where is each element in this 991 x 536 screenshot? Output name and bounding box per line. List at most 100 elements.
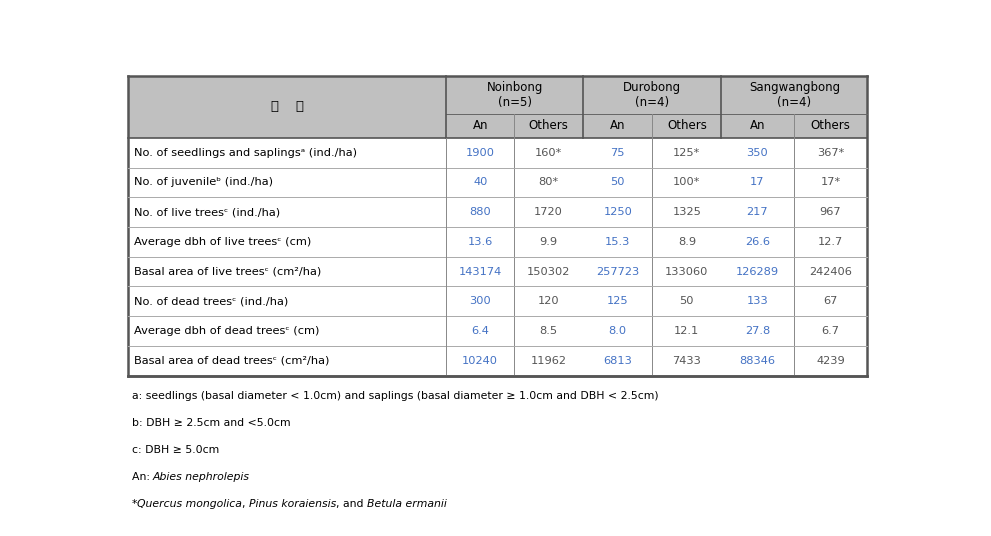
Text: 100*: 100*	[673, 177, 701, 188]
Text: Durobong
(n=4): Durobong (n=4)	[623, 81, 682, 109]
Bar	[128, 197, 446, 227]
Bar	[446, 316, 514, 346]
Text: Others: Others	[667, 120, 707, 132]
Text: Others: Others	[811, 120, 850, 132]
Text: 17: 17	[750, 177, 765, 188]
Text: No. of juvenileᵇ (ind./ha): No. of juvenileᵇ (ind./ha)	[134, 177, 273, 188]
Text: 10240: 10240	[462, 356, 498, 366]
Bar	[794, 257, 867, 286]
Bar	[583, 167, 652, 197]
Text: 8.0: 8.0	[608, 326, 626, 336]
Text: 126289: 126289	[736, 266, 779, 277]
Text: 1720: 1720	[534, 207, 563, 217]
Text: 880: 880	[470, 207, 492, 217]
Bar	[721, 197, 794, 227]
Bar	[583, 286, 652, 316]
Bar	[794, 138, 867, 167]
Text: 133060: 133060	[665, 266, 709, 277]
Bar	[721, 257, 794, 286]
Text: 257723: 257723	[597, 266, 639, 277]
Bar	[652, 114, 721, 138]
Bar	[514, 346, 583, 376]
Bar	[446, 286, 514, 316]
Text: Noinbong
(n=5): Noinbong (n=5)	[487, 81, 543, 109]
Text: Abies nephrolepis: Abies nephrolepis	[153, 472, 250, 482]
Bar	[721, 227, 794, 257]
Bar	[794, 114, 867, 138]
Text: An: An	[750, 120, 765, 132]
Bar	[128, 257, 446, 286]
Text: An: An	[473, 120, 488, 132]
Bar	[446, 114, 514, 138]
Text: 17*: 17*	[821, 177, 840, 188]
Bar	[128, 167, 446, 197]
Text: 9.9: 9.9	[539, 237, 558, 247]
Text: 40: 40	[473, 177, 488, 188]
Bar	[446, 197, 514, 227]
Text: 12.7: 12.7	[818, 237, 843, 247]
Bar	[514, 167, 583, 197]
Bar	[652, 286, 721, 316]
Text: Others: Others	[528, 120, 569, 132]
Text: 125: 125	[606, 296, 628, 306]
Text: 217: 217	[746, 207, 768, 217]
Bar	[583, 138, 652, 167]
Bar	[446, 257, 514, 286]
Bar	[514, 286, 583, 316]
Text: 80*: 80*	[538, 177, 559, 188]
Bar	[721, 316, 794, 346]
Text: 125*: 125*	[673, 147, 701, 158]
Text: 133: 133	[746, 296, 768, 306]
Bar	[652, 197, 721, 227]
Text: 4239: 4239	[816, 356, 845, 366]
Bar	[652, 346, 721, 376]
Bar	[583, 346, 652, 376]
Bar	[583, 197, 652, 227]
Text: 50: 50	[680, 296, 694, 306]
Bar	[721, 114, 794, 138]
Text: 27.8: 27.8	[745, 326, 770, 336]
Bar	[514, 257, 583, 286]
Text: Basal area of dead treesᶜ (cm²/ha): Basal area of dead treesᶜ (cm²/ha)	[134, 356, 329, 366]
Bar	[652, 138, 721, 167]
Text: 1900: 1900	[466, 147, 495, 158]
Text: 12.1: 12.1	[674, 326, 700, 336]
Text: 구    분: 구 분	[271, 100, 303, 113]
Text: 967: 967	[820, 207, 841, 217]
Text: 242406: 242406	[809, 266, 852, 277]
Text: No. of dead treesᶜ (ind./ha): No. of dead treesᶜ (ind./ha)	[134, 296, 288, 306]
Text: Pinus koraiensis: Pinus koraiensis	[249, 498, 336, 509]
Bar	[514, 227, 583, 257]
Bar	[652, 227, 721, 257]
Bar	[128, 316, 446, 346]
Bar	[583, 257, 652, 286]
Bar	[794, 316, 867, 346]
Bar	[583, 114, 652, 138]
Bar	[652, 257, 721, 286]
Text: , and: , and	[336, 498, 367, 509]
Bar	[583, 227, 652, 257]
Bar	[128, 138, 446, 167]
Bar	[794, 197, 867, 227]
Text: 50: 50	[610, 177, 625, 188]
Text: 6.7: 6.7	[822, 326, 839, 336]
Text: 7433: 7433	[673, 356, 702, 366]
Text: 88346: 88346	[739, 356, 776, 366]
Bar	[794, 286, 867, 316]
Text: 367*: 367*	[817, 147, 844, 158]
Text: 1250: 1250	[604, 207, 632, 217]
Text: 120: 120	[538, 296, 559, 306]
Bar	[128, 227, 446, 257]
Text: 11962: 11962	[530, 356, 567, 366]
Text: *: *	[132, 498, 137, 509]
Text: b: DBH ≥ 2.5cm and <5.0cm: b: DBH ≥ 2.5cm and <5.0cm	[132, 418, 290, 428]
Text: a: seedlings (basal diameter < 1.0cm) and saplings (basal diameter ≥ 1.0cm and D: a: seedlings (basal diameter < 1.0cm) an…	[132, 391, 658, 401]
Bar	[514, 316, 583, 346]
Bar	[794, 346, 867, 376]
Text: Average dbh of dead treesᶜ (cm): Average dbh of dead treesᶜ (cm)	[134, 326, 319, 336]
Text: 350: 350	[746, 147, 768, 158]
Text: ,: ,	[242, 498, 249, 509]
Text: 13.6: 13.6	[468, 237, 493, 247]
Text: 300: 300	[470, 296, 492, 306]
Bar	[652, 167, 721, 197]
